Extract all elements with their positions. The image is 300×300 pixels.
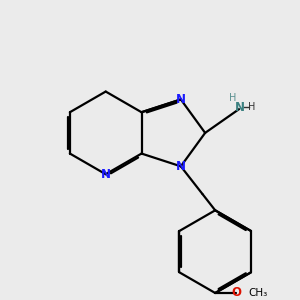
Text: N: N <box>176 93 186 106</box>
Text: CH₃: CH₃ <box>249 288 268 298</box>
Text: H: H <box>248 102 256 112</box>
Text: O: O <box>232 286 242 299</box>
Text: H: H <box>230 93 237 103</box>
Text: N: N <box>235 101 245 114</box>
Text: N: N <box>176 160 186 173</box>
Text: N: N <box>101 168 111 181</box>
